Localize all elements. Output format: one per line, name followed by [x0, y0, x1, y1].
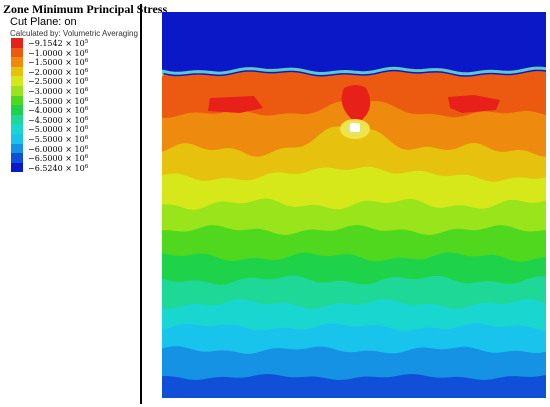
- legend-value: −4.5000 × 106: [28, 115, 89, 125]
- legend-swatch: [11, 95, 23, 106]
- legend-swatch: [11, 47, 23, 58]
- hot-zone-right: [448, 95, 500, 113]
- panel-divider: [140, 4, 142, 404]
- legend-entry: −1.5000 × 106: [11, 57, 131, 67]
- legend-value: −5.0000 × 106: [28, 125, 89, 135]
- legend-entry: −5.5000 × 106: [11, 133, 131, 144]
- legend-entry: −2.0000 × 106: [11, 66, 131, 77]
- legend-entry: −2.5000 × 106: [11, 76, 131, 86]
- stress-band: [162, 374, 546, 398]
- legend-swatch: [11, 124, 23, 134]
- legend-entry: −3.0000 × 106: [11, 85, 131, 96]
- stress-contour-plot: [162, 12, 546, 398]
- legend-value: −6.5000 × 106: [28, 154, 89, 164]
- hot-zone-center: [341, 85, 371, 126]
- legend-value: −2.5000 × 106: [28, 77, 89, 87]
- legend-entry: −3.5000 × 106: [11, 95, 131, 106]
- legend-swatch: [11, 153, 23, 163]
- legend-swatch: [11, 85, 23, 96]
- legend-swatch: [11, 105, 23, 115]
- legend-swatch: [11, 143, 23, 154]
- legend-value: −5.5000 × 106: [28, 134, 89, 144]
- legend-title: Zone Minimum Principal Stress: [3, 2, 168, 16]
- legend-panel: Zone Minimum Principal Stress Cut Plane:…: [0, 0, 167, 200]
- calculation-method: Calculated by: Volumetric Averaging: [10, 29, 138, 38]
- legend-entry: −9.1542 × 105: [11, 38, 131, 48]
- hot-zone-left: [208, 96, 263, 113]
- legend-value: −6.5240 × 106: [28, 163, 89, 173]
- legend-value: −4.0000 × 106: [28, 106, 89, 116]
- legend-swatch: [11, 162, 23, 173]
- legend-value: −1.0000 × 106: [28, 48, 89, 58]
- legend-swatch: [11, 76, 23, 86]
- excavation-void: [350, 123, 360, 132]
- legend-list: −9.1542 × 105 −1.0000 × 106 −1.5000 × 106−…: [11, 38, 131, 173]
- legend-swatch: [11, 133, 23, 144]
- legend-entry: −6.5240 × 106: [11, 162, 131, 173]
- legend-entry: −4.5000 × 106: [11, 114, 131, 125]
- transition-fringe: [162, 66, 546, 76]
- legend-swatch: [11, 66, 23, 77]
- legend-value: −3.0000 × 106: [28, 86, 89, 96]
- legend-entry: −1.0000 × 106: [11, 47, 131, 58]
- legend-entry: −6.5000 × 106: [11, 153, 131, 163]
- cut-plane-status: Cut Plane: on: [10, 16, 77, 28]
- legend-swatch: [11, 57, 23, 67]
- legend-entry: −6.0000 × 106: [11, 143, 131, 154]
- legend-swatch: [11, 38, 23, 48]
- legend-entry: −4.0000 × 106: [11, 105, 131, 115]
- legend-swatch: [11, 114, 23, 125]
- legend-value: −3.5000 × 106: [28, 96, 89, 106]
- legend-entry: −5.0000 × 106: [11, 124, 131, 134]
- legend-value: −2.0000 × 106: [28, 67, 89, 77]
- legend-value: −9.1542 × 105: [28, 39, 89, 48]
- legend-value: −1.5000 × 106: [28, 58, 89, 68]
- legend-value: −6.0000 × 106: [28, 144, 89, 154]
